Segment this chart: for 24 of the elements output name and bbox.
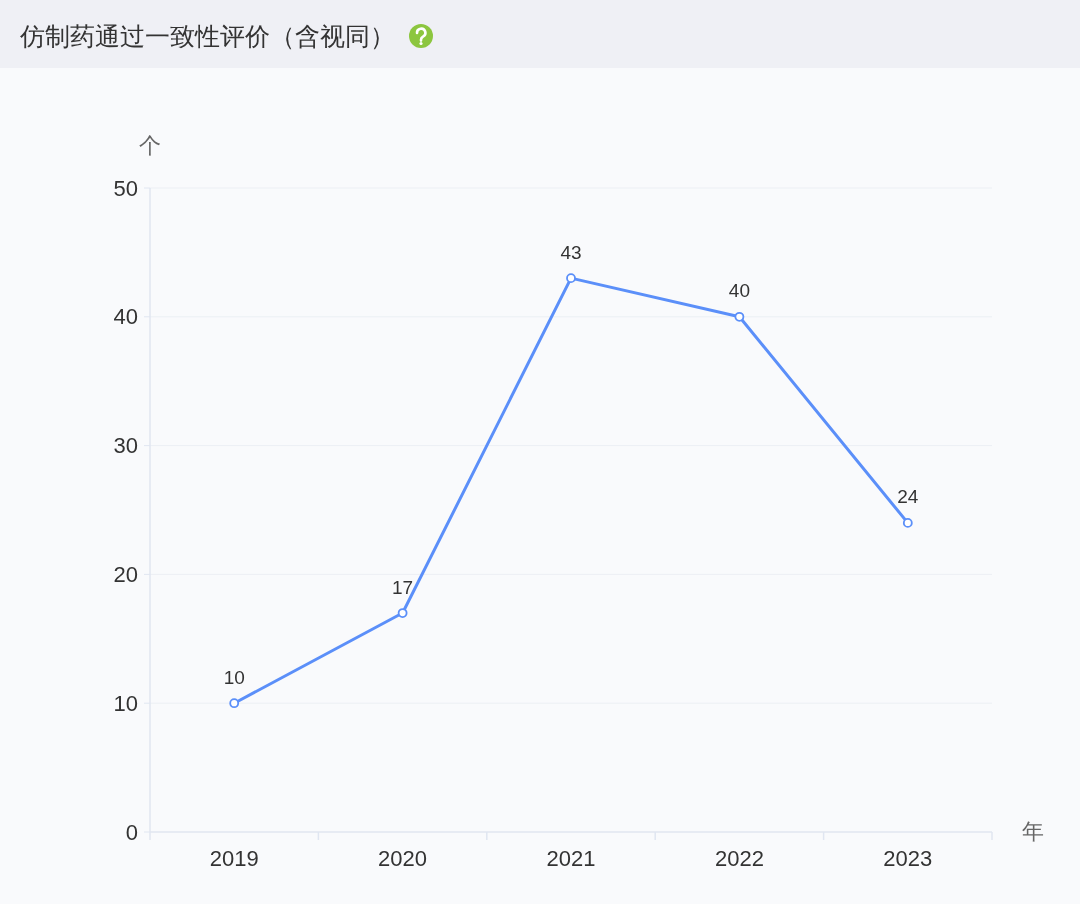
x-tick-label: 2019	[209, 845, 259, 871]
y-tick-label: 0	[125, 819, 138, 845]
y-tick-label: 10	[113, 690, 138, 716]
data-label: 10	[223, 666, 245, 688]
title: 仿制药通过一致性评价（含视同）	[20, 22, 395, 50]
data-label: 40	[728, 280, 750, 302]
x-tick-label: 2022	[714, 845, 764, 871]
data-label: 43	[560, 241, 582, 263]
x-tick-label: 2020	[378, 845, 428, 871]
point	[566, 273, 576, 284]
x-tick-label: 2023	[883, 845, 933, 871]
data-label: 24	[897, 486, 919, 508]
point	[397, 608, 408, 618]
point	[902, 517, 913, 528]
data-label: 17	[392, 576, 414, 598]
point	[229, 698, 240, 709]
point	[734, 311, 745, 322]
ylabel: 个	[139, 132, 161, 158]
y-tick-label: 30	[113, 433, 138, 459]
xlabel: 年	[1022, 818, 1044, 844]
y-tick-label: 20	[113, 561, 138, 587]
y-tick-label: 40	[113, 304, 138, 330]
y-tick-label: 50	[113, 175, 138, 201]
x-tick-label: 2021	[546, 845, 596, 871]
